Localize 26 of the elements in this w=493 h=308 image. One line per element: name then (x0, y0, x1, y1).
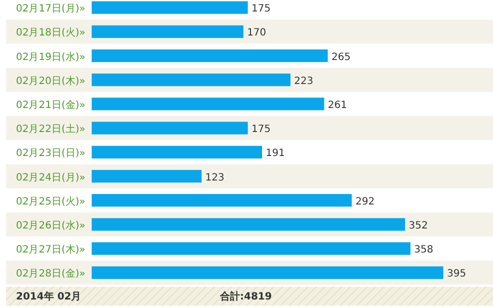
data-label: 170 (247, 28, 266, 39)
data-label: 223 (294, 76, 314, 87)
y-tick-label: 02月21日(金)» (16, 98, 86, 111)
text: 合計:4819 (219, 290, 272, 303)
data-label: 395 (447, 268, 466, 280)
text: 2014年 02月 (16, 290, 82, 303)
data-label: 352 (408, 220, 428, 232)
data-label: 175 (252, 124, 271, 136)
data-label: 123 (205, 172, 224, 184)
data-label: 358 (414, 244, 434, 256)
y-tick-label: 02月23日(日)» (16, 148, 86, 160)
data-label: 175 (252, 4, 271, 15)
data-label: 265 (331, 52, 351, 63)
y-tick-label: 02月19日(水)» (16, 50, 86, 63)
y-tick-label: 02月18日(火)» (16, 26, 86, 39)
data-label: 292 (355, 196, 375, 208)
y-tick-label: 02月22日(土)» (16, 123, 86, 136)
y-tick-label: 02月24日(月)» (16, 172, 86, 184)
y-tick-label: 02月26日(水)» (16, 219, 86, 232)
y-tick-label: 02月28日(金)» (16, 268, 86, 280)
y-tick-label: 02月25日(火)» (16, 195, 86, 208)
y-tick-label: 02月20日(木)» (16, 74, 86, 87)
data-label: 261 (328, 100, 348, 111)
y-tick-label: 02月17日(月)» (16, 4, 86, 15)
data-label: 191 (266, 148, 285, 160)
y-tick-label: 02月27日(木)» (16, 244, 86, 256)
